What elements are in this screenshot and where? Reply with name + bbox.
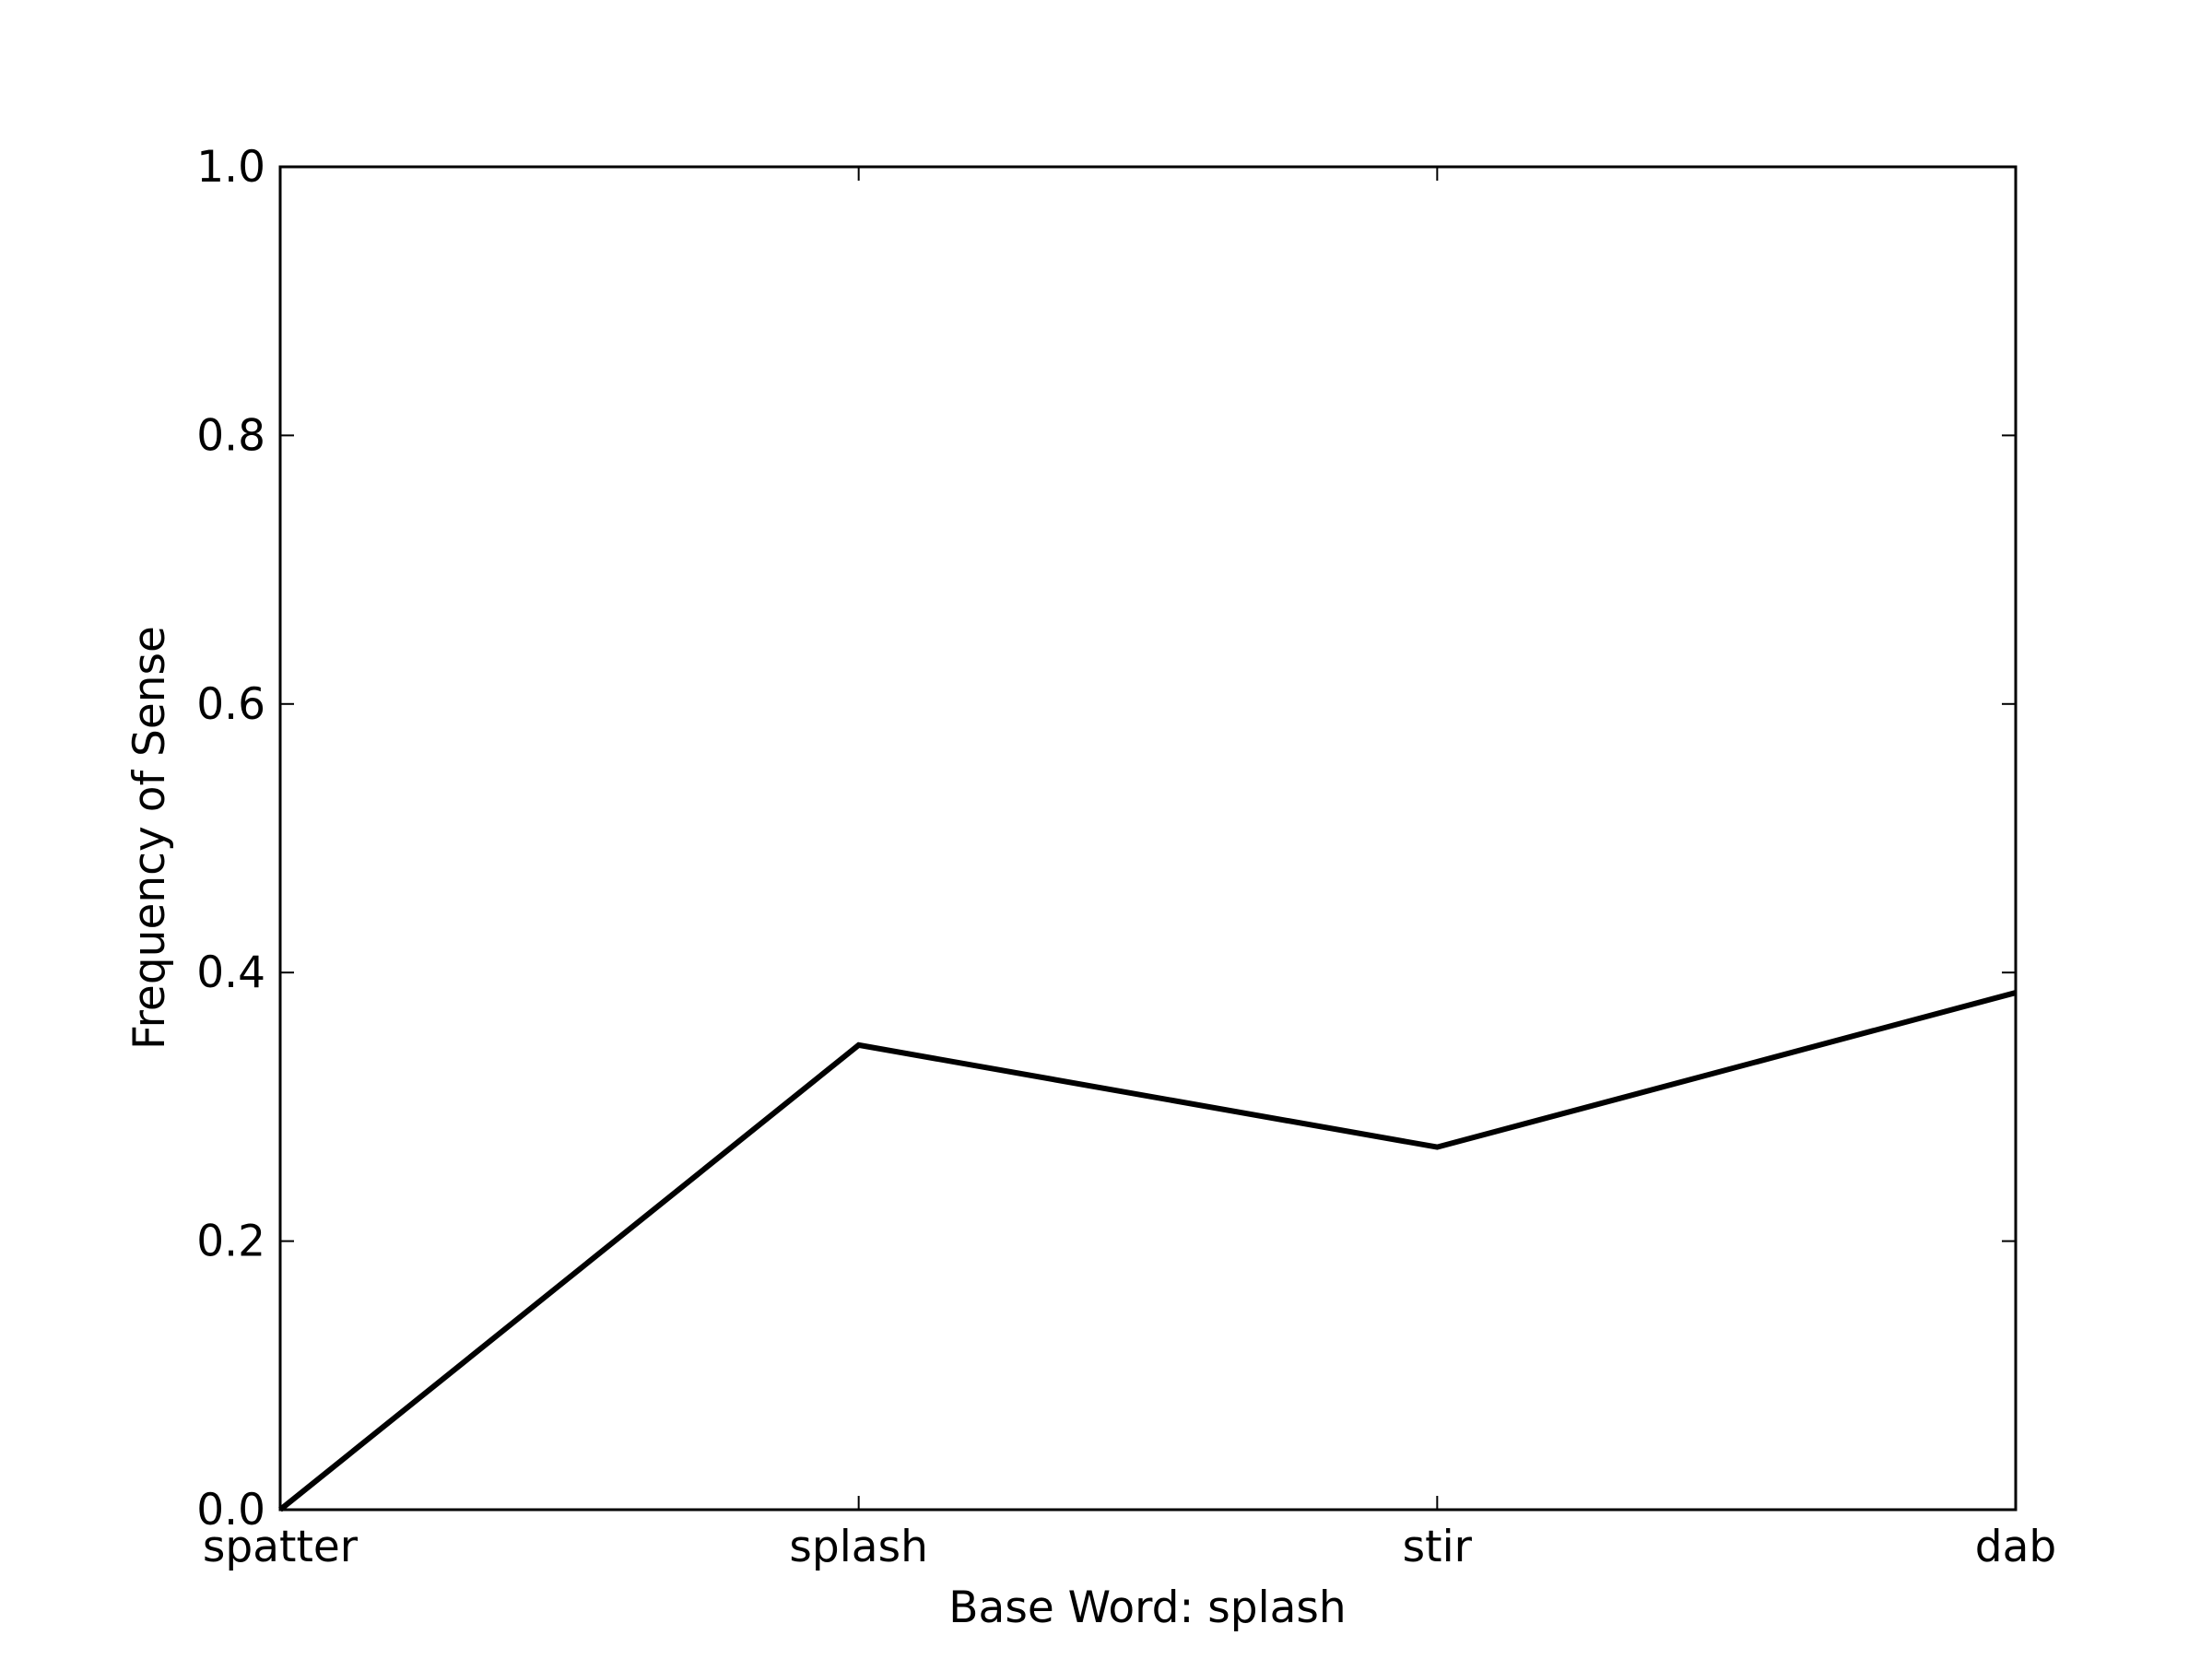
x-tick-label: spatter [203,1522,359,1572]
y-tick-label: 0.4 [196,947,265,998]
series-line [278,990,2017,1512]
y-tick-label: 0.8 [196,410,265,461]
x-tick-label: stir [1403,1522,1473,1572]
y-axis-label: Frequency of Sense [124,626,175,1050]
y-tick-label: 0.6 [196,679,265,730]
series-lines [278,990,2017,1512]
x-tick-label: dab [1975,1522,2056,1572]
x-axis-label: Base Word: splash [948,1583,1346,1633]
y-tick-label: 0.2 [196,1217,265,1267]
y-tick-label: 0.0 [196,1485,265,1535]
y-tick-label: 1.0 [196,142,265,193]
tick-marks [279,166,2017,1511]
plot-frame [278,165,2018,1512]
x-tick-labels: spatter splash stir dab [203,1522,2056,1572]
x-tick-label: splash [789,1522,927,1572]
y-tick-labels: 0.0 0.2 0.4 0.6 0.8 1.0 [196,142,265,1535]
